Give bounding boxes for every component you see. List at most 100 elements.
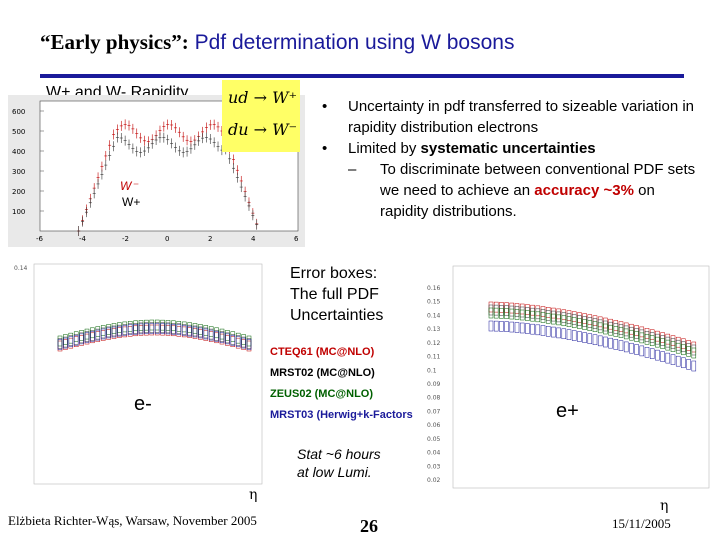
error-box — [493, 307, 499, 319]
error-box — [675, 355, 681, 367]
x-tick-label: -4 — [79, 235, 87, 243]
error-boxes-line-1: Error boxes: — [290, 265, 378, 282]
error-box — [493, 320, 499, 332]
error-box — [681, 344, 686, 356]
error-box — [525, 310, 530, 321]
error-box — [618, 340, 624, 351]
error-box — [660, 338, 665, 349]
error-box — [514, 322, 520, 333]
error-box — [95, 329, 101, 341]
error-box — [90, 331, 95, 342]
error-box — [691, 347, 697, 359]
error-box — [577, 318, 582, 329]
plot-frame — [452, 265, 710, 489]
electron-minus-histogram: 0.14 — [14, 263, 263, 485]
x-tick-label: 4 — [251, 235, 256, 243]
error-box — [686, 346, 691, 357]
error-box — [613, 326, 619, 337]
error-box — [545, 326, 551, 337]
error-box — [79, 333, 84, 345]
y-tick-label: 0.14 — [427, 312, 441, 319]
error-box — [665, 352, 671, 364]
error-box — [241, 337, 246, 349]
error-box — [681, 357, 686, 369]
legend-zeus02: ZEUS02 (MC@NLO) — [270, 388, 374, 400]
error-box — [639, 332, 645, 344]
error-box — [535, 311, 541, 323]
y-tick-label: 100 — [12, 208, 25, 216]
error-box — [587, 320, 593, 331]
error-box — [545, 313, 551, 324]
error-box — [192, 326, 198, 338]
error-box — [225, 333, 230, 345]
legend-mrst02: MRST02 (MC@NLO) — [270, 367, 375, 379]
error-box — [230, 334, 236, 346]
error-box — [592, 334, 598, 345]
error-box — [644, 347, 650, 358]
formula-line-2: du → W⁻ — [228, 120, 298, 139]
error-box — [675, 342, 681, 354]
error-box — [149, 323, 155, 334]
error-box — [561, 328, 567, 340]
y-tick-label: 0.08 — [427, 395, 441, 402]
bullet-list: • Uncertainty in pdf transferred to size… — [320, 96, 700, 222]
error-boxes-note: Error boxes: The full PDF Uncertainties — [290, 263, 383, 326]
error-box — [603, 336, 608, 348]
error-box — [214, 331, 219, 342]
formula-line-1: ud → W⁺ — [228, 88, 298, 107]
y-tick-label: 0.07 — [427, 408, 441, 415]
bullet-2-text: Limited by — [348, 140, 421, 157]
error-box — [509, 308, 515, 320]
error-box — [608, 324, 613, 336]
electron-plus-histogram: 0.16 0.15 0.14 0.13 0.12 0.11 0.1 0.09 0.08 0.07 0… — [427, 265, 710, 489]
y-tick-label: 500 — [12, 128, 25, 136]
sub-bullet-accuracy: accuracy ~3% — [534, 182, 634, 199]
error-box — [133, 324, 138, 335]
sub-bullet-text: To discriminate between conventional PDF… — [380, 161, 696, 199]
error-box — [219, 332, 225, 343]
error-box — [644, 334, 650, 345]
error-box — [670, 354, 676, 365]
error-box — [154, 323, 160, 334]
x-tick-label: -2 — [122, 235, 129, 243]
error-box — [176, 324, 182, 336]
error-box — [608, 337, 613, 349]
title-prefix: “Early physics”: — [40, 30, 189, 54]
error-box — [138, 323, 144, 335]
error-box — [504, 321, 509, 332]
stat-note: Stat ~6 hours at low Lumi. — [297, 445, 381, 481]
bullet-dot: • — [322, 98, 328, 115]
error-box — [187, 325, 192, 337]
y-tick-label: 0.16 — [427, 285, 441, 292]
error-box — [63, 337, 68, 349]
error-box — [144, 323, 149, 334]
error-box — [235, 336, 241, 347]
error-box — [566, 316, 572, 327]
error-box — [629, 342, 634, 354]
stat-line-1: Stat ~6 hours — [297, 446, 381, 462]
error-box — [561, 315, 567, 327]
error-box — [57, 339, 63, 350]
title-rule — [40, 74, 684, 78]
error-box — [530, 323, 535, 335]
error-box — [540, 325, 546, 336]
y-tick-label: 0.03 — [427, 463, 441, 470]
error-box — [556, 327, 561, 339]
error-box — [509, 321, 515, 333]
y-tick-label: 600 — [12, 108, 25, 116]
w-minus-label: W⁻ — [120, 179, 138, 193]
bullet-1: • Uncertainty in pdf transferred to size… — [320, 96, 700, 138]
y-tick-label: 0.13 — [427, 326, 441, 333]
error-box — [613, 339, 619, 350]
error-box — [649, 335, 655, 346]
error-box — [571, 330, 577, 341]
y-tick-label: 0.11 — [427, 354, 441, 361]
error-box — [499, 321, 504, 332]
w-plus-label: W+ — [122, 195, 141, 209]
slide-title: “Early physics”: Pdf determination using… — [40, 30, 514, 55]
plot-frame — [33, 263, 263, 485]
legend-mrst03: MRST03 (Herwig+k-Factors — [270, 409, 413, 421]
x-tick-label: -6 — [36, 235, 44, 243]
error-box — [198, 327, 203, 339]
error-box — [571, 317, 577, 328]
